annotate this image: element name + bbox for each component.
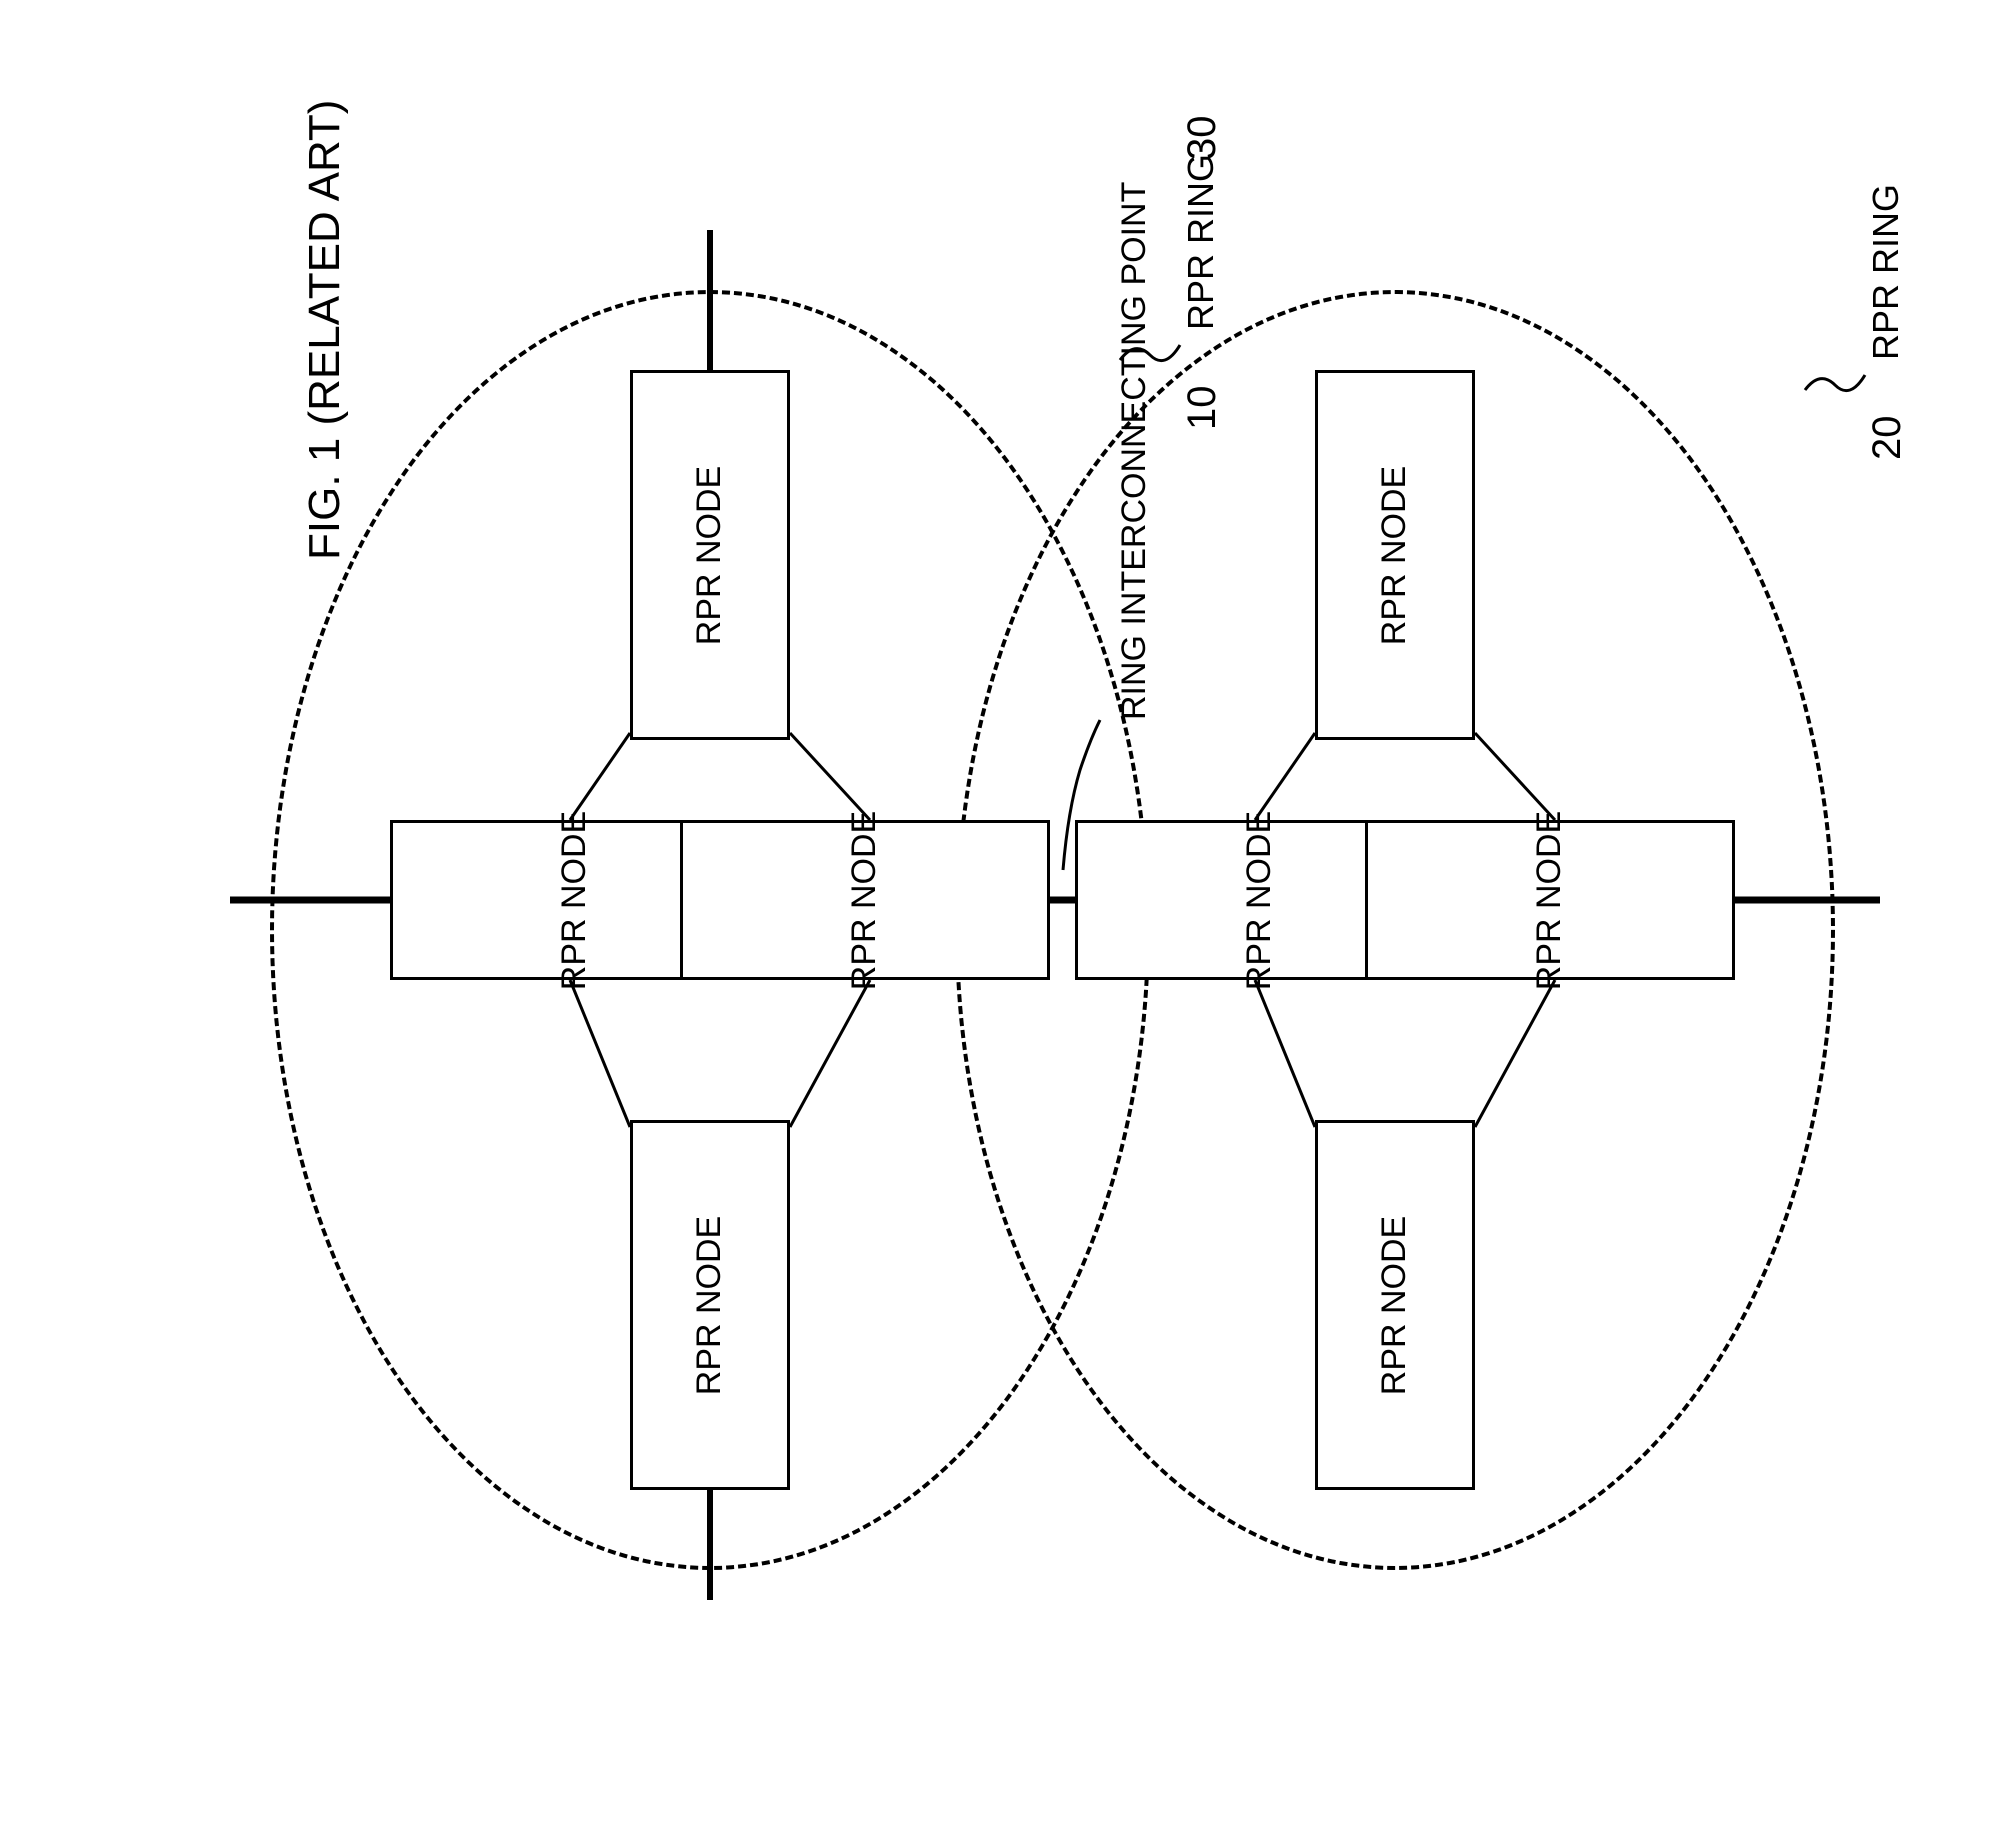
node-label: RPR NODE <box>1376 465 1415 644</box>
node-label: RPR NODE <box>691 465 730 644</box>
node-label: RPR NODE <box>1531 810 1570 989</box>
node-label: RPR NODE <box>846 810 885 989</box>
figure-canvas: FIG. 1 (RELATED ART) <box>0 0 2008 1837</box>
interconnect-refnum: 30 <box>1180 116 1225 161</box>
node-label: RPR NODE <box>1241 810 1280 989</box>
ring1-node-top: RPR NODE <box>630 370 790 740</box>
ring2-label: RPR RING <box>1865 184 1907 360</box>
interconnect-label: RING INTERCONNECTING POINT <box>1115 182 1154 720</box>
ring1-node-bottom: RPR NODE <box>630 1120 790 1490</box>
ring2-node-right: RPR NODE <box>1365 820 1735 980</box>
ring2-refnum: 20 <box>1865 416 1910 461</box>
node-label: RPR NODE <box>691 1215 730 1394</box>
node-label: RPR NODE <box>1376 1215 1415 1394</box>
ring1-label: RPR RING <box>1180 154 1222 330</box>
ring2-node-top: RPR NODE <box>1315 370 1475 740</box>
figure-title: FIG. 1 (RELATED ART) <box>300 100 350 560</box>
node-label: RPR NODE <box>556 810 595 989</box>
ring1-refnum: 10 <box>1180 386 1225 431</box>
ring1-node-right: RPR NODE <box>680 820 1050 980</box>
ring2-node-bottom: RPR NODE <box>1315 1120 1475 1490</box>
